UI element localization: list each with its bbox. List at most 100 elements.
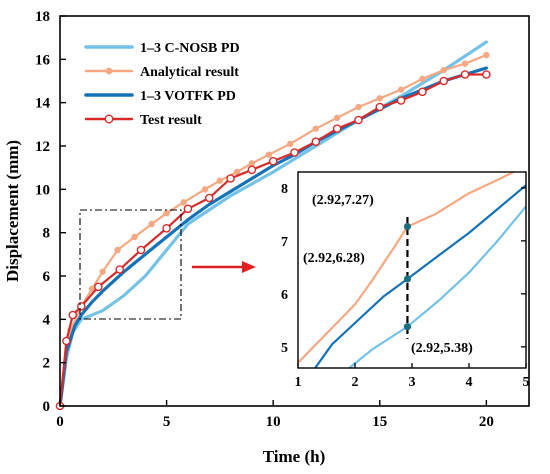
point-test-result — [460, 70, 470, 79]
inset-series-line-0 — [348, 205, 526, 368]
point-analytical-result — [312, 125, 320, 132]
main-x-axis: 0 5 10 15 20 — [56, 400, 494, 430]
point-test-result — [115, 265, 124, 274]
legend-label-1-3-c-nosb-pd: 1–3 C-NOSB PD — [140, 41, 240, 56]
point-analytical-result — [419, 75, 426, 83]
point-analytical-result — [440, 66, 447, 74]
y-tick-label: 0 — [43, 399, 51, 415]
point-test-result — [247, 165, 257, 175]
inset-y-tick-label: 7 — [281, 235, 288, 250]
x-tick-label: 20 — [479, 414, 494, 430]
inset-marker-group — [403, 217, 412, 339]
inset-y-tick-label: 5 — [281, 341, 288, 356]
inset-x-tick-label: 5 — [523, 375, 530, 390]
legend-marker-analytical-result — [105, 67, 113, 75]
point-analytical-result — [333, 114, 341, 122]
point-analytical-result — [265, 151, 273, 158]
legend-marker-test-result — [104, 114, 114, 124]
inset-background — [298, 172, 526, 368]
inset-marker-point — [403, 222, 412, 231]
y-axis-title: Displacement (mm) — [3, 140, 22, 282]
inset-y-tick-label: 8 — [281, 182, 288, 197]
point-test-result — [268, 156, 278, 166]
y-tick-label: 2 — [43, 356, 51, 372]
point-analytical-result — [99, 268, 106, 275]
inset-x-tick-label: 4 — [466, 375, 473, 390]
point-analytical-result — [248, 160, 256, 167]
inset-series-line-1 — [298, 172, 514, 364]
point-test-result — [183, 204, 193, 214]
point-analytical-result — [201, 186, 209, 193]
point-analytical-result — [483, 51, 490, 59]
inset-marker-point — [403, 275, 412, 283]
y-tick-label: 4 — [43, 312, 51, 328]
point-test-result — [418, 87, 427, 97]
legend-label-1-3-votfk-pd: 1–3 VOTFK PD — [140, 89, 236, 104]
point-test-result — [77, 302, 86, 311]
x-axis-title: Time (h) — [263, 447, 326, 466]
main-plot-frame — [59, 15, 530, 407]
y-tick-label: 18 — [35, 9, 50, 25]
point-test-result — [439, 76, 449, 86]
annotation-7-27: (2.92,7.27) — [312, 193, 374, 208]
inset-y-axis: 5 6 7 8 — [281, 182, 526, 356]
point-test-result — [226, 174, 235, 183]
point-test-result — [375, 102, 385, 112]
series-line-1-3-votfk-pd — [58, 66, 488, 408]
point-test-result — [354, 115, 363, 125]
point-test-result — [482, 70, 491, 79]
y-tick-label: 16 — [35, 52, 51, 68]
y-tick-label: 6 — [43, 269, 51, 285]
inset-x-tick-label: 1 — [295, 375, 302, 390]
point-analytical-result — [397, 86, 405, 93]
point-analytical-result — [355, 103, 362, 111]
y-tick-label: 14 — [35, 96, 51, 112]
point-test-result — [62, 336, 71, 346]
point-analytical-result — [287, 140, 294, 148]
point-test-result — [162, 224, 171, 233]
inset-x-tick-label: 2 — [352, 375, 359, 390]
inset-x-axis: 1 2 3 4 5 — [295, 363, 530, 390]
main-y-axis: 0 2 4 6 8 10 12 14 16 18 — [35, 9, 66, 415]
point-test-result — [94, 282, 103, 292]
x-tick-label: 10 — [266, 414, 281, 430]
point-test-result — [68, 310, 78, 320]
zoom-region-box — [79, 209, 182, 320]
point-analytical-result — [163, 209, 170, 217]
point-analytical-result — [216, 177, 224, 184]
inset-plot: 1 2 3 4 5 5 6 7 8 (2.92,7.27) (2.92,6.28) (2.92… — [281, 171, 530, 390]
point-analytical-result — [376, 95, 383, 102]
legend-label-analytical-result: Analytical result — [140, 65, 239, 80]
legend-label-test-result: Test result — [140, 113, 202, 128]
point-test-result — [136, 245, 146, 255]
point-analytical-result — [114, 246, 121, 254]
point-test-result — [332, 124, 342, 133]
point-analytical-result — [88, 285, 96, 293]
legend: 1–3 C-NOSB PD Analytical result 1–3 VOTFK … — [84, 41, 240, 128]
zoom-arrow — [192, 261, 256, 273]
inset-marker-point — [403, 323, 412, 331]
zoom-arrow-head — [242, 261, 256, 273]
point-analytical-result — [180, 199, 187, 206]
x-tick-label: 5 — [163, 414, 171, 430]
main-series-group — [55, 40, 491, 411]
inset-x-tick-label: 3 — [409, 375, 416, 390]
point-analytical-result — [461, 60, 469, 67]
x-tick-label: 15 — [372, 414, 387, 430]
y-tick-label: 10 — [35, 182, 50, 198]
point-analytical-result — [131, 233, 138, 241]
point-analytical-result — [233, 168, 241, 176]
point-test-result — [204, 193, 214, 203]
annotation-5-38: (2.92,5.38) — [411, 341, 473, 356]
x-tick-label: 0 — [56, 414, 64, 430]
annotation-6-28: (2.92,6.28) — [303, 251, 365, 266]
y-tick-label: 12 — [35, 139, 50, 155]
y-tick-label: 8 — [43, 226, 51, 242]
point-analytical-result — [148, 220, 155, 228]
point-test-result — [290, 148, 299, 157]
point-test-result — [311, 137, 321, 146]
point-test-result — [396, 96, 406, 105]
inset-y-tick-label: 6 — [281, 288, 288, 303]
